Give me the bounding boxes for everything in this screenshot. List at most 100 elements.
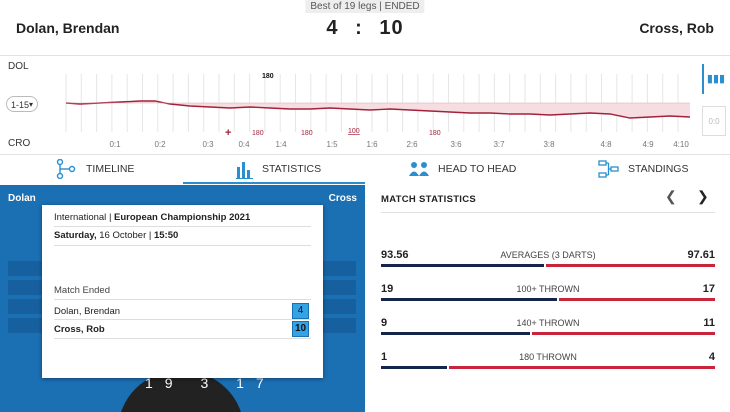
stat-name: 100+ THROWN xyxy=(516,284,580,294)
chevron-left-icon[interactable]: ❮ xyxy=(665,188,677,204)
stat-row-140-plus: 9 140+ THROWN 11 xyxy=(381,317,715,335)
away-100-marker: 100 xyxy=(348,128,360,135)
momentum-line xyxy=(65,100,691,119)
standings-icon xyxy=(598,160,619,178)
match-statistics-title: MATCH STATISTICS xyxy=(381,194,477,205)
tab-head-to-head[interactable]: HEAD TO HEAD xyxy=(408,155,516,183)
momentum-chart: 0:1 0:2 0:3 0:4 1:4 1:5 1:6 2:6 3:6 3:7 3:8 4:8 4:9 4… xyxy=(0,56,730,155)
stat-home-bar xyxy=(381,298,557,301)
away-180-marker-1: 180 xyxy=(252,130,264,137)
stat-home-value: 93.56 xyxy=(381,249,409,261)
tab-timeline-label: TIMELINE xyxy=(86,163,135,175)
timeline-icon xyxy=(56,159,76,179)
divider xyxy=(381,212,715,213)
tournament-category: International xyxy=(54,212,107,223)
match-date-line: Saturday, 16 October | 15:50 xyxy=(54,230,178,241)
card-away-row: Cross, Rob 10 xyxy=(54,321,311,337)
match-time: 15:50 xyxy=(153,230,179,241)
stat-away-value: 97.61 xyxy=(687,249,715,261)
leg-score-tick: 1:5 xyxy=(326,140,338,149)
leg-score-tick: 4:8 xyxy=(600,140,612,149)
tab-standings-label: STANDINGS xyxy=(628,163,689,175)
stat-away-value: 11 xyxy=(703,317,715,329)
away-180-marker-3: 180 xyxy=(429,130,441,137)
divider xyxy=(54,319,311,320)
divider xyxy=(54,245,311,246)
card-away-name: Cross, Rob xyxy=(54,324,105,335)
away-chart-label: CRO xyxy=(8,138,31,149)
dartboard-numbers: 19 3 17 xyxy=(145,375,276,391)
divider xyxy=(54,338,311,339)
score-icon: 0:0 xyxy=(708,117,720,126)
match-date: 16 October | xyxy=(99,230,152,241)
card-home-row: Dolan, Brendan 4 xyxy=(54,303,311,319)
leg-score-tick: 0:2 xyxy=(154,140,166,149)
stat-away-bar xyxy=(449,366,715,369)
chevron-right-icon[interactable]: ❯ xyxy=(697,188,709,204)
card-home-score: 4 xyxy=(292,303,309,319)
home-score: 4 xyxy=(326,17,339,39)
stat-home-value: 9 xyxy=(381,317,388,329)
leg-score-tick: 0:1 xyxy=(109,140,121,149)
tournament-divider: | xyxy=(108,212,112,223)
stat-home-bar xyxy=(381,264,544,267)
momentum-chart-svg: 0:1 0:2 0:3 0:4 1:4 1:5 1:6 2:6 3:6 3:7 3:8 4:8 4:9 4… xyxy=(65,73,691,149)
leg-score-tick: 1:6 xyxy=(366,140,378,149)
tab-timeline[interactable]: TIMELINE xyxy=(56,155,134,183)
match-day: Saturday, xyxy=(54,230,97,241)
tab-standings[interactable]: STANDINGS xyxy=(598,155,688,183)
match-score: 4 : 10 xyxy=(0,17,730,40)
card-home-name: Dolan, Brendan xyxy=(54,306,121,317)
active-tab-indicator xyxy=(183,182,365,184)
tab-statistics[interactable]: STATISTICS xyxy=(236,155,321,183)
leg-score-tick: 1:4 xyxy=(275,140,287,149)
bar-chart-icon: ▮▮▮ xyxy=(706,73,726,85)
away-score: 10 xyxy=(379,17,404,39)
home-player-name[interactable]: Dolan, Brendan xyxy=(16,20,120,36)
leg-score-tick: 0:4 xyxy=(238,140,250,149)
match-info-card: International | European Championship 20… xyxy=(42,205,323,378)
leg-range-select[interactable]: 1-15 ▾ xyxy=(6,96,38,112)
home-180-marker: 180 xyxy=(262,73,274,80)
tab-statistics-label: STATISTICS xyxy=(262,163,322,175)
stat-name: 180 THROWN xyxy=(519,352,577,362)
panel-home-label: Dolan xyxy=(8,193,36,204)
leg-score-tick: 3:8 xyxy=(543,140,555,149)
stat-away-bar xyxy=(546,264,715,267)
chevron-down-icon: ▾ xyxy=(28,100,33,109)
stat-away-value: 4 xyxy=(708,351,715,363)
stat-away-bar xyxy=(532,332,715,335)
stat-name: 140+ THROWN xyxy=(516,318,580,328)
leg-score-tick: 3:7 xyxy=(493,140,505,149)
stat-row-180: 1 180 THROWN 4 xyxy=(381,351,715,369)
tab-head-to-head-label: HEAD TO HEAD xyxy=(438,163,517,175)
stat-home-bar xyxy=(381,366,447,369)
stat-row-averages: 93.56 AVERAGES (3 DARTS) 97.61 xyxy=(381,249,715,267)
leg-score-tick: 3:6 xyxy=(450,140,462,149)
head-to-head-icon xyxy=(409,162,429,176)
bar-chart-toggle[interactable]: ▮▮▮ xyxy=(702,64,728,94)
tournament-line: International | European Championship 20… xyxy=(54,212,250,223)
stat-home-value: 19 xyxy=(381,283,394,295)
leg-score-tick: 4:9 xyxy=(642,140,654,149)
score-separator: : xyxy=(355,17,363,39)
leg-range-value: 1-15 xyxy=(11,100,30,110)
divider xyxy=(54,226,311,227)
tournament-name[interactable]: European Championship 2021 xyxy=(114,212,251,223)
stat-home-bar xyxy=(381,332,530,335)
leg-score-tick: 0:3 xyxy=(202,140,214,149)
match-ended-label: Match Ended xyxy=(54,285,110,296)
card-away-score: 10 xyxy=(292,321,309,337)
match-status: Best of 19 legs | ENDED xyxy=(305,0,425,13)
divider xyxy=(54,299,311,300)
leg-score-tick: 2:6 xyxy=(406,140,418,149)
leg-score-tick: 4:10 xyxy=(673,140,689,149)
away-player-name[interactable]: Cross, Rob xyxy=(639,20,714,36)
stat-home-value: 1 xyxy=(381,351,388,363)
stat-away-value: 17 xyxy=(702,283,715,295)
statistics-icon xyxy=(236,162,253,179)
stat-name: AVERAGES (3 DARTS) xyxy=(500,250,596,260)
home-chart-label: DOL xyxy=(8,61,29,72)
score-toggle[interactable]: 0:0 xyxy=(702,106,726,136)
match-statistics-panel: MATCH STATISTICS ❮ ❯ 93.56 AVERAGES (3 D… xyxy=(365,185,730,412)
